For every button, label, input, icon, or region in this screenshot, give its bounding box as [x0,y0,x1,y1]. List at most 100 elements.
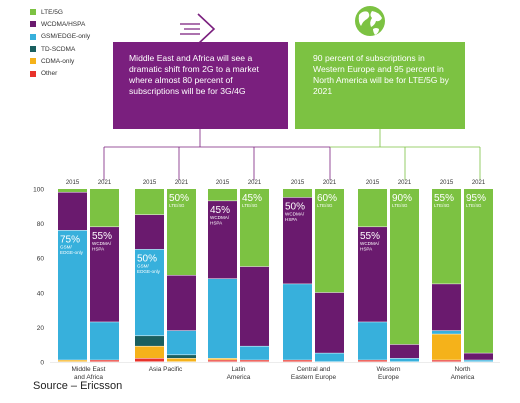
legend-item-lte: LTE/5G [30,6,90,18]
year-label-western-europe-2015: 2015 [366,180,380,186]
bar-label-text-western-europe-2015-1: HSPA [360,247,373,252]
bar-label-text-middle-east-and-africa-2021-0: WCDMA/ [92,241,112,246]
bar-segment-asia-pacific-2021-lte-5g [167,189,196,275]
region-label-latin-america-0: Latin [231,366,245,373]
bar-segment-western-europe-2021-wcdma-hspa [390,344,419,359]
year-label-central-and-eastern-europe-2021: 2021 [323,180,337,186]
y-tick-label-60: 60 [37,256,45,263]
bar-segment-latin-america-2015-gsm-edge-only [208,278,237,359]
bar-segment-north-america-2015-other [432,360,461,362]
region-label-central-and-eastern-europe-1: Eastern Europe [291,374,337,381]
bar-label-text-central-and-eastern-europe-2015-0: WCDMA/ [285,212,305,217]
bar-label-pct-western-europe-2021: 90% [392,193,412,204]
legend-item-wcdma: WCDMA/HSPA [30,18,90,30]
bar-segment-north-america-2015-lte-5g [432,189,461,284]
bar-segment-central-and-eastern-europe-2021-wcdma-hspa [315,292,344,353]
bars [58,189,493,362]
year-label-middle-east-and-africa-2021: 2021 [98,180,112,186]
bar-label-text-latin-america-2015-1: HSPA [210,221,223,226]
year-label-latin-america-2015: 2015 [216,180,230,186]
region-label-north-america-0: North [455,366,471,373]
legend-label-other: Other [41,70,58,78]
bar-segment-latin-america-2021-lte-5g [240,189,269,267]
legend-label-gsm: GSM/EDGE-only [41,33,91,41]
bar-segment-western-europe-2015-gsm-edge-only [358,322,387,360]
bar-label-pct-western-europe-2015: 55% [360,231,380,242]
legend-swatch-gsm [30,33,36,40]
year-label-north-america-2015: 2015 [440,180,454,186]
region-label-asia-pacific-0: Asia Pacific [149,366,183,373]
y-tick-label-20: 20 [37,325,45,332]
bar-segment-asia-pacific-2015-gsm-edge-only [135,249,164,336]
bar-label-pct-latin-america-2015: 45% [210,205,230,216]
year-label-latin-america-2021: 2021 [248,180,262,186]
legend-swatch-td-scdma [30,46,36,53]
bar-segment-central-and-eastern-europe-2015-wcdma-hspa [283,197,312,284]
bar-label-pct-middle-east-and-africa-2021: 55% [92,231,112,242]
chart-legend: LTE/5G WCDMA/HSPA GSM/EDGE-only TD-SCDMA… [30,6,90,80]
bar-label-text-central-and-eastern-europe-2015-1: HSPA [285,217,298,222]
bar-segment-latin-america-2021-other [240,360,269,362]
legend-label-lte: LTE/5G [41,8,63,16]
bar-segment-latin-america-2021-wcdma-hspa [240,266,269,346]
bar-segment-north-america-2015-gsm-edge-only [432,330,461,334]
bar-segment-western-europe-2021-lte-5g [390,189,419,345]
bar-segment-central-and-eastern-europe-2021-gsm-edge-only [315,353,344,362]
bar-label-text-latin-america-2021-0: LTE/4G [242,203,258,208]
bar-label-pct-central-and-eastern-europe-2015: 50% [285,202,305,213]
bar-segment-asia-pacific-2021-cdma-only [167,358,196,362]
bar-segment-central-and-eastern-europe-2015-lte-5g [283,189,312,198]
bar-labels: 75%GSM/EDGE-only55%WCDMA/HSPA50%GSM/EDGE… [60,193,486,274]
bar-segment-latin-america-2015-lte-5g [208,189,237,201]
year-label-middle-east-and-africa-2015: 2015 [66,180,80,186]
bar-segment-asia-pacific-2015-other [135,358,164,362]
bar-segment-central-and-eastern-europe-2015-gsm-edge-only [283,284,312,360]
callout-icons [180,6,385,45]
y-tick-label-100: 100 [33,187,44,194]
year-label-central-and-eastern-europe-2015: 2015 [291,180,305,186]
bar-label-text-central-and-eastern-europe-2021-0: LTE/4G [317,203,333,208]
region-label-middle-east-and-africa-1: and Africa [74,374,103,381]
legend-label-wcdma: WCDMA/HSPA [41,20,86,28]
bar-segment-middle-east-and-africa-2021-wcdma-hspa [90,227,119,322]
bar-segment-latin-america-2015-other [208,360,237,362]
bar-segment-latin-america-2015-wcdma-hspa [208,201,237,279]
bar-label-text-middle-east-and-africa-2021-1: HSPA [92,247,105,252]
bar-segment-asia-pacific-2021-wcdma-hspa [167,275,196,331]
bar-segment-western-europe-2015-lte-5g [358,189,387,227]
year-label-asia-pacific-2021: 2021 [175,180,189,186]
region-label-middle-east-and-africa-0: Middle East [72,366,106,373]
bar-segment-latin-america-2021-gsm-edge-only [240,346,269,360]
region-label-central-and-eastern-europe-0: Central and [297,366,331,373]
bar-segment-north-america-2015-cdma-only [432,334,461,360]
y-axis: 0 20 40 60 80 100 [33,187,500,367]
bar-label-pct-asia-pacific-2021: 50% [169,193,189,204]
bar-label-pct-asia-pacific-2015: 50% [137,254,157,265]
bar-label-text-middle-east-and-africa-2015-0: GSM/ [60,245,72,250]
arrow-icon [180,13,216,45]
bar-segment-western-europe-2021-gsm-edge-only [390,358,419,362]
bar-segment-north-america-2021-gsm-edge-only [464,360,493,362]
y-tick-label-0: 0 [40,360,44,367]
bar-label-text-asia-pacific-2021-0: LTE/4G [169,203,185,208]
callout-connectors [103,129,481,180]
bar-segment-asia-pacific-2021-gsm-edge-only [167,330,196,355]
bar-segment-north-america-2021-wcdma-hspa [464,353,493,360]
callout-western-europe-north-america: 90 percent of subscriptions in Western E… [295,42,465,129]
bar-label-text-middle-east-and-africa-2015-1: EDGE-only [60,250,84,255]
legend-swatch-wcdma [30,21,36,28]
bar-label-text-latin-america-2015-0: WCDMA/ [210,215,230,220]
callout-left-text: Middle East and Africa will see a dramat… [129,53,259,96]
region-label-western-europe-1: Europe [378,374,399,381]
bar-label-pct-middle-east-and-africa-2015: 75% [60,235,80,246]
bar-label-text-western-europe-2021-0: LTE/4G [392,203,408,208]
bar-segment-middle-east-and-africa-2015-gsm-edge-only [58,230,87,360]
bar-segment-asia-pacific-2015-cdma-only [135,346,164,359]
bar-segment-middle-east-and-africa-2021-other [90,360,119,362]
bar-segment-central-and-eastern-europe-2021-lte-5g [315,189,344,293]
bar-segment-middle-east-and-africa-2015-lte-5g [58,189,87,192]
bar-segment-asia-pacific-2015-wcdma-hspa [135,214,164,250]
source-caption: Source – Ericsson [33,380,123,392]
